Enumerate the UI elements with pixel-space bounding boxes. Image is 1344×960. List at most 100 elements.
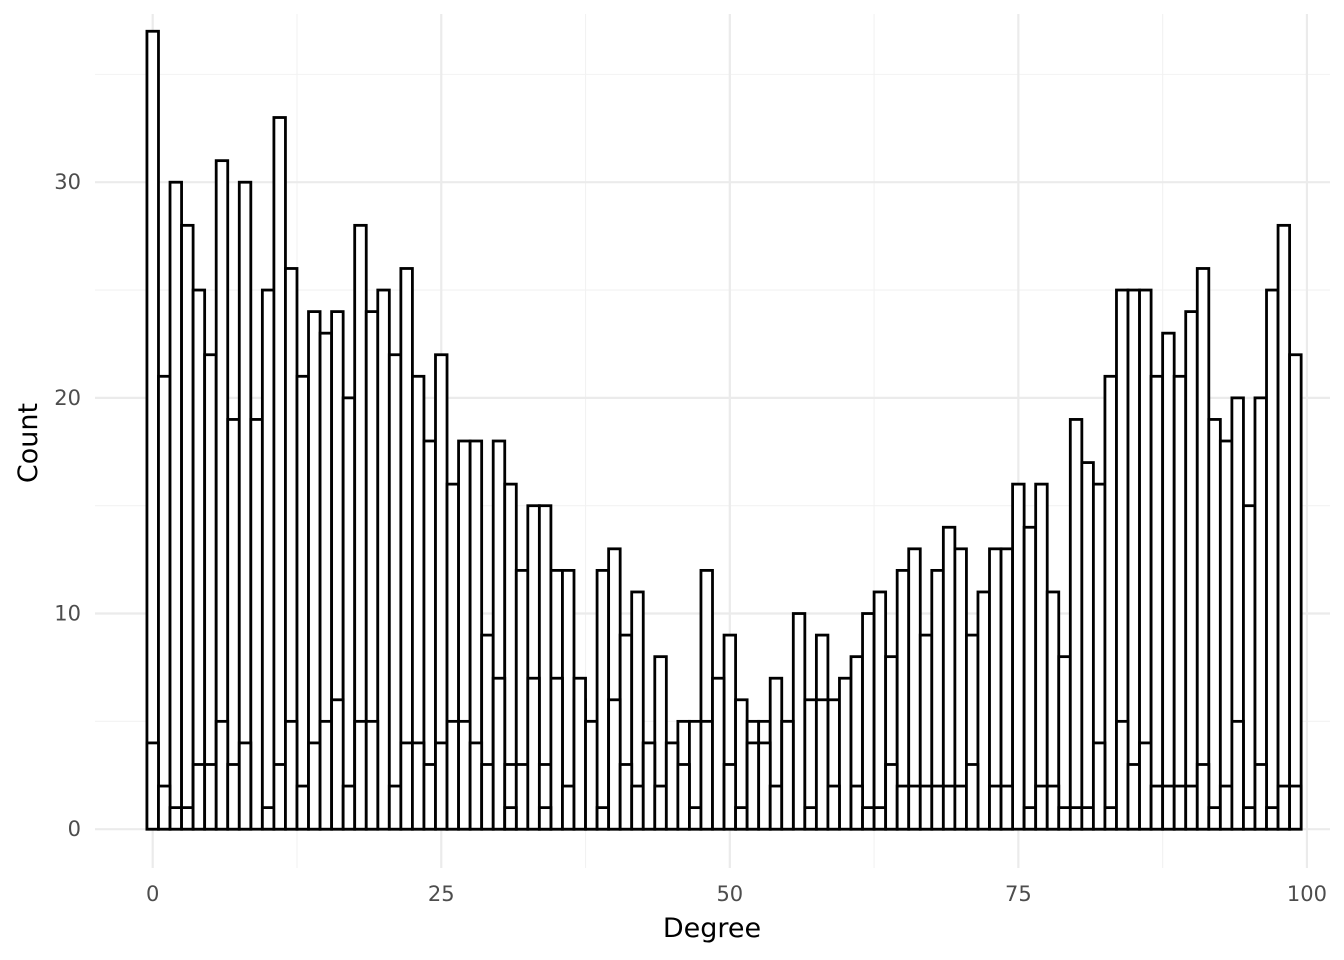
histogram-bar [145, 741, 160, 831]
bars [145, 29, 1303, 831]
histogram-bar [168, 806, 183, 831]
histogram-bar [260, 288, 276, 831]
histogram-bar [1080, 806, 1095, 831]
histogram-bar [295, 784, 310, 831]
histogram-bar [191, 763, 207, 831]
x-tick-label: 0 [146, 882, 159, 906]
histogram-bar [237, 741, 253, 831]
histogram-bar [1022, 806, 1038, 831]
histogram-bar [699, 719, 714, 831]
histogram-bar [491, 676, 507, 831]
histogram-bar [1045, 784, 1061, 831]
y-tick-label: 20 [54, 386, 81, 410]
histogram-bar [457, 719, 472, 831]
histogram-bar [1057, 655, 1072, 831]
histogram-bar [249, 418, 264, 831]
histogram-bar [330, 698, 345, 831]
histogram-bar [1195, 267, 1211, 831]
histogram-bar [757, 741, 772, 831]
y-tick-label: 10 [54, 602, 81, 626]
histogram-bar [387, 784, 403, 831]
histogram-bar [1034, 482, 1049, 831]
x-axis-title: Degree [663, 913, 761, 944]
histogram-bar [157, 784, 172, 831]
x-tick-label: 100 [1287, 882, 1327, 906]
histogram-bar [364, 719, 380, 831]
histogram-bar [953, 784, 968, 831]
histogram-bar [814, 698, 830, 831]
histogram-bar [1218, 439, 1234, 831]
histogram-bar [676, 763, 691, 831]
histogram-bar [1115, 719, 1130, 831]
histogram-bar [595, 806, 611, 831]
histogram-bar [226, 763, 241, 831]
histogram-bar [434, 741, 449, 831]
histogram-bar [1288, 784, 1303, 831]
x-tick-label: 50 [716, 882, 743, 906]
histogram-bar [745, 741, 761, 831]
histogram-bar [838, 676, 853, 831]
histogram-bar [918, 784, 934, 831]
histogram-bar [595, 568, 611, 831]
histogram-bar [561, 784, 576, 831]
histogram-bar [1172, 784, 1188, 831]
histogram-bar [861, 806, 876, 831]
histogram-bar [1161, 784, 1176, 831]
histogram-bar [941, 525, 957, 831]
histogram-bar [1126, 763, 1141, 831]
histogram-bar [872, 806, 888, 831]
histogram-bar [722, 763, 737, 831]
histogram-bar [1091, 741, 1107, 831]
histogram-bar [1207, 418, 1222, 831]
histogram-bar [1011, 482, 1026, 831]
histogram-bar [1103, 374, 1118, 831]
histogram-bar [203, 353, 218, 831]
histogram-bar [653, 784, 668, 831]
histogram-bar [1126, 288, 1141, 831]
histogram-bar [1230, 719, 1245, 831]
y-axis-tick-labels: 0 10 20 30 [54, 170, 81, 841]
histogram-bar [999, 784, 1014, 831]
histogram-bar [768, 784, 784, 831]
histogram-bar [411, 741, 426, 831]
histogram-bar [907, 784, 922, 831]
histogram-bar [1242, 806, 1257, 831]
histogram-bar [1288, 353, 1303, 831]
y-axis-title: Count [13, 403, 44, 483]
histogram-bar [791, 612, 807, 831]
histogram-bar [1195, 763, 1211, 831]
histogram-bar [180, 223, 195, 831]
histogram-bar [688, 806, 703, 831]
histogram-bar [803, 806, 818, 831]
histogram-bar [711, 676, 726, 831]
histogram-bar [965, 763, 980, 831]
histogram-bar [734, 806, 749, 831]
histogram-bar [341, 784, 357, 831]
histogram-bar [307, 741, 322, 831]
histogram-bar [1161, 331, 1176, 831]
histogram-bar [630, 784, 645, 831]
histogram-bar [272, 116, 287, 831]
x-axis-tick-labels: 0 25 50 75 100 [146, 882, 1327, 906]
histogram-bar [780, 719, 795, 831]
y-tick-label: 30 [54, 170, 81, 194]
histogram-bar [1276, 223, 1292, 831]
histogram-bar [480, 763, 495, 831]
x-tick-label: 75 [1005, 882, 1032, 906]
histogram-bar [422, 763, 437, 831]
histogram-bar [237, 180, 253, 831]
histogram-bar [976, 590, 991, 831]
histogram-bar [584, 719, 599, 831]
histogram-bar [1138, 741, 1153, 831]
histogram-bar [1184, 784, 1199, 831]
histogram-bar [376, 288, 391, 831]
histogram-bar [1253, 763, 1268, 831]
histogram-bar [930, 784, 945, 831]
histogram-bar [1057, 806, 1072, 831]
histogram-bar [1149, 784, 1165, 831]
histogram-bar [941, 784, 957, 831]
histogram-bar [988, 784, 1003, 831]
histogram-bar [1265, 806, 1280, 831]
histogram-bar [1103, 806, 1118, 831]
